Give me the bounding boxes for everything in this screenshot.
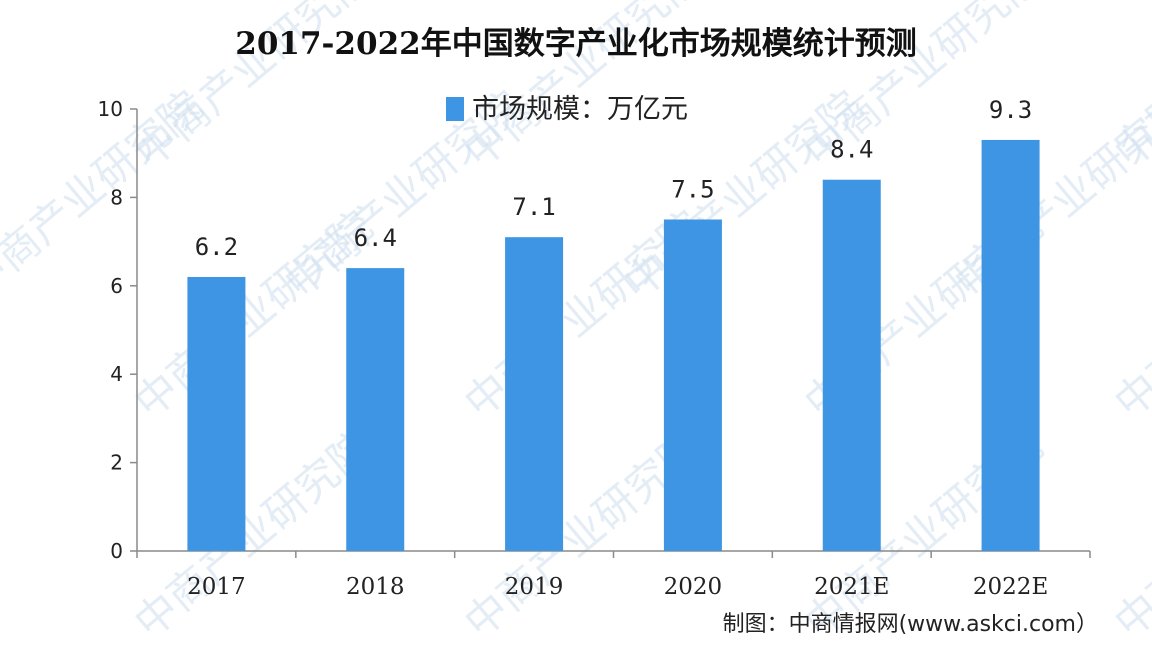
watermark-text: 中商产业研究院: [945, 81, 1152, 308]
x-tick-label: 2021E: [814, 574, 889, 600]
bar: [822, 179, 881, 551]
data-label: 6.2: [195, 233, 238, 261]
data-label: 7.5: [671, 176, 714, 204]
y-tick-label: 10: [98, 97, 123, 121]
watermark-text: 中商产业研究院: [1105, 421, 1152, 648]
bar: [187, 276, 246, 551]
x-tick-label: 2022E: [973, 574, 1048, 600]
legend-swatch: [446, 97, 464, 121]
y-axis: 0 2 4 6 8 10: [98, 97, 138, 563]
watermark-text: 中商产业研究院: [125, 421, 382, 648]
source-note: 制图：中商情报网(www.askci.com）: [723, 612, 1098, 637]
bar: [663, 219, 722, 551]
x-tick-label: 2018: [346, 574, 405, 600]
chart-title: 2017-2022年中国数字产业化市场规模统计预测: [235, 26, 916, 62]
legend-label: 市场规模：万亿元: [472, 94, 688, 125]
x-tick-label: 2019: [505, 574, 564, 600]
bar: [346, 268, 405, 551]
y-tick-label: 6: [110, 274, 123, 298]
y-tick-label: 8: [110, 185, 123, 209]
x-axis: 2017 2018 2019 2020 2021E 2022E: [136, 550, 1091, 600]
x-tick-label: 2020: [664, 574, 723, 600]
legend: 市场规模：万亿元: [446, 94, 688, 125]
bar-series: [187, 139, 1040, 551]
data-labels: 6.2 6.4 7.1 7.5 8.4 9.3: [195, 96, 1033, 261]
data-label: 7.1: [512, 193, 555, 221]
bar: [505, 237, 564, 551]
bar: [981, 139, 1040, 551]
y-tick-label: 4: [110, 362, 123, 386]
data-label: 8.4: [830, 136, 873, 164]
y-tick-label: 0: [110, 539, 123, 563]
data-label: 9.3: [989, 96, 1032, 124]
y-tick-label: 2: [110, 451, 123, 475]
x-tick-label: 2017: [187, 574, 246, 600]
watermark-text: 中商产业研究院: [1105, 201, 1152, 428]
data-label: 6.4: [354, 224, 397, 252]
